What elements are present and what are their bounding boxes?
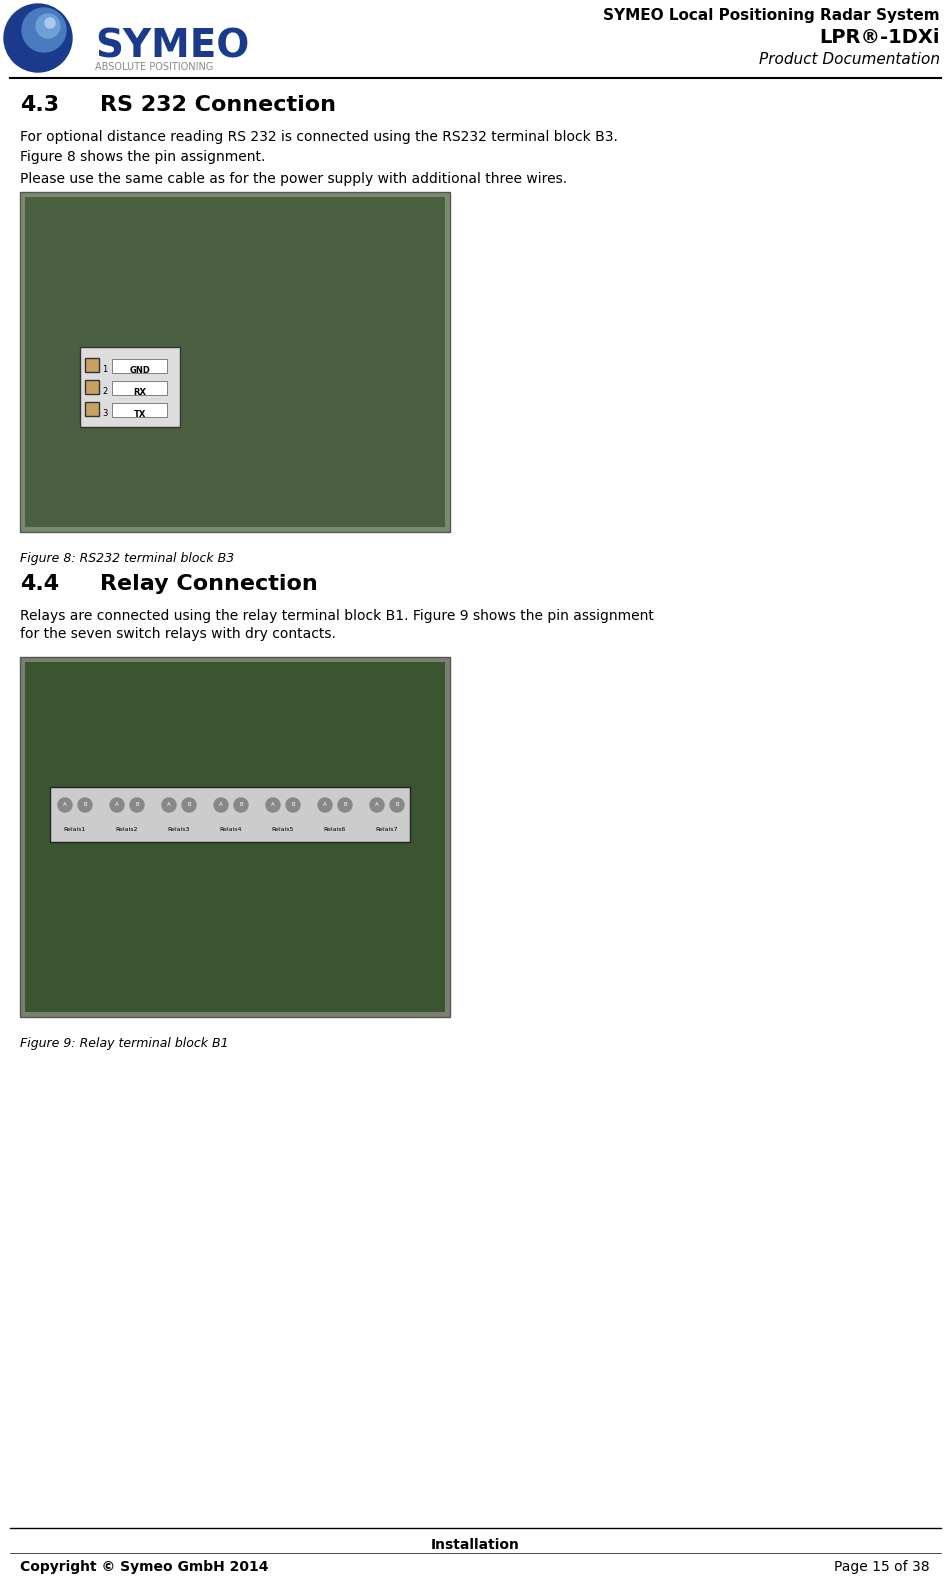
Bar	[112, 381, 167, 395]
Text: A: A	[219, 803, 223, 808]
Circle shape	[266, 798, 280, 812]
Bar	[85, 381, 99, 393]
Text: GND: GND	[129, 366, 150, 374]
Text: RS 232 Connection: RS 232 Connection	[100, 96, 336, 115]
Circle shape	[234, 798, 248, 812]
Bar	[50, 787, 410, 843]
Circle shape	[318, 798, 332, 812]
Circle shape	[58, 798, 72, 812]
Text: Relais2: Relais2	[116, 827, 138, 832]
Text: ABSOLUTE POSITIONING: ABSOLUTE POSITIONING	[95, 62, 213, 72]
Text: Relay Connection: Relay Connection	[100, 573, 318, 594]
Text: B: B	[83, 803, 87, 808]
Text: Relais7: Relais7	[376, 827, 398, 832]
Bar	[85, 401, 99, 416]
Text: TX: TX	[134, 409, 146, 419]
Circle shape	[78, 798, 92, 812]
Text: Figure 8: RS232 terminal block B3: Figure 8: RS232 terminal block B3	[20, 553, 234, 566]
Bar	[20, 656, 450, 1016]
Bar	[85, 358, 99, 373]
Text: Relais4: Relais4	[220, 827, 243, 832]
Circle shape	[110, 798, 124, 812]
Circle shape	[370, 798, 384, 812]
Text: B: B	[343, 803, 347, 808]
Text: Page 15 of 38: Page 15 of 38	[834, 1560, 930, 1574]
Circle shape	[22, 8, 66, 53]
Text: Product Documentation: Product Documentation	[759, 53, 940, 67]
Text: Installation: Installation	[431, 1537, 519, 1552]
Text: Relays are connected using the relay terminal block B1. Figure 9 shows the pin a: Relays are connected using the relay ter…	[20, 609, 654, 623]
Bar	[112, 403, 167, 417]
Bar	[25, 663, 445, 1012]
Circle shape	[286, 798, 300, 812]
Text: SYMEO: SYMEO	[95, 29, 249, 65]
Bar	[112, 358, 167, 373]
Text: Relais5: Relais5	[272, 827, 294, 832]
Text: For optional distance reading RS 232 is connected using the RS232 terminal block: For optional distance reading RS 232 is …	[20, 131, 618, 143]
Text: A: A	[63, 803, 67, 808]
Text: Please use the same cable as for the power supply with additional three wires.: Please use the same cable as for the pow…	[20, 172, 567, 186]
Text: B: B	[240, 803, 243, 808]
Text: Relais1: Relais1	[64, 827, 87, 832]
Text: B: B	[187, 803, 191, 808]
Circle shape	[36, 14, 60, 38]
Circle shape	[162, 798, 176, 812]
Text: Figure 9: Relay terminal block B1: Figure 9: Relay terminal block B1	[20, 1037, 228, 1050]
Circle shape	[4, 5, 72, 72]
Circle shape	[214, 798, 228, 812]
Circle shape	[182, 798, 196, 812]
Text: B: B	[396, 803, 398, 808]
Text: A: A	[271, 803, 275, 808]
Bar	[25, 198, 445, 527]
Text: Copyright © Symeo GmbH 2014: Copyright © Symeo GmbH 2014	[20, 1560, 268, 1574]
Text: A: A	[115, 803, 119, 808]
Text: for the seven switch relays with dry contacts.: for the seven switch relays with dry con…	[20, 628, 336, 640]
Bar	[20, 193, 450, 532]
Circle shape	[130, 798, 144, 812]
Text: LPR®-1DXi: LPR®-1DXi	[820, 29, 940, 48]
Text: Figure 8 shows the pin assignment.: Figure 8 shows the pin assignment.	[20, 150, 265, 164]
Text: 3: 3	[102, 409, 107, 417]
Bar	[80, 347, 180, 427]
Circle shape	[338, 798, 352, 812]
Text: 2: 2	[102, 387, 107, 397]
Text: RX: RX	[133, 389, 146, 397]
Text: B: B	[135, 803, 139, 808]
Text: 1: 1	[102, 365, 107, 374]
Circle shape	[390, 798, 404, 812]
Circle shape	[45, 18, 55, 29]
Text: A: A	[167, 803, 171, 808]
Text: A: A	[375, 803, 378, 808]
Text: Relais6: Relais6	[323, 827, 346, 832]
Text: 4.4: 4.4	[20, 573, 59, 594]
Text: B: B	[291, 803, 295, 808]
Text: 4.3: 4.3	[20, 96, 59, 115]
Text: Relais3: Relais3	[167, 827, 190, 832]
Text: A: A	[323, 803, 327, 808]
Text: SYMEO Local Positioning Radar System: SYMEO Local Positioning Radar System	[603, 8, 940, 22]
